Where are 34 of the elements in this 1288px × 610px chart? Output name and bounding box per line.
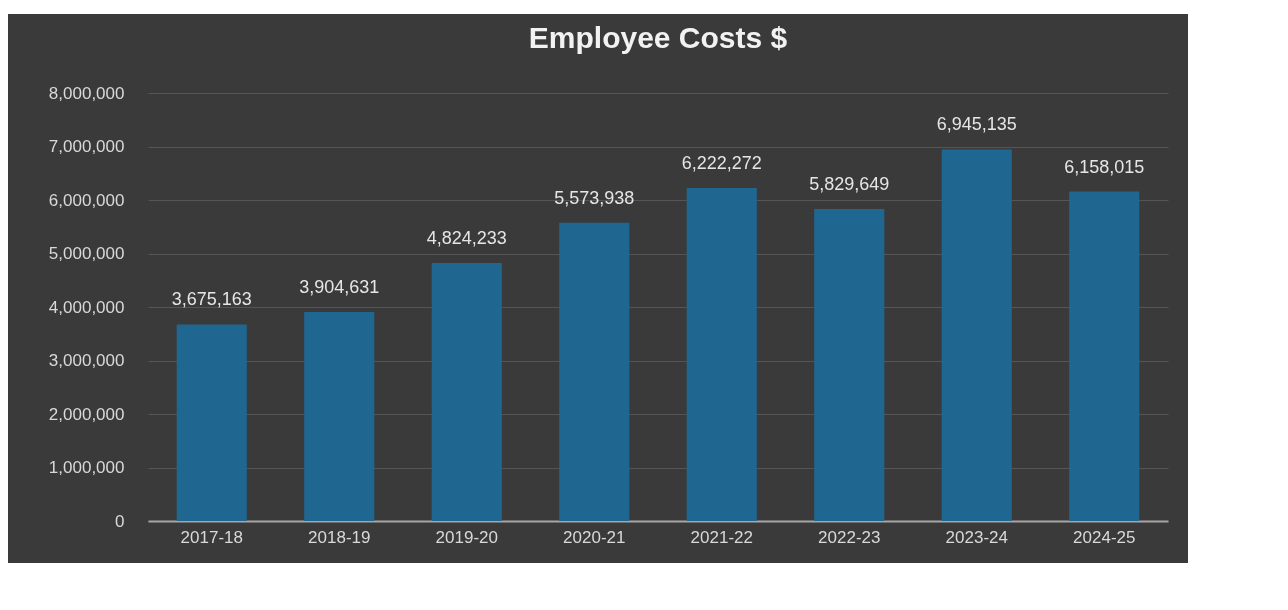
data-label: 5,573,938 — [554, 187, 635, 208]
bar — [814, 209, 885, 521]
y-tick-label: 6,000,000 — [48, 190, 125, 210]
x-tick-label: 2021-22 — [690, 527, 753, 547]
x-tick-label: 2024-25 — [1073, 527, 1136, 547]
chart-title: Employee Costs $ — [528, 21, 788, 54]
bar — [431, 262, 502, 521]
y-tick-label: 3,000,000 — [48, 351, 125, 370]
data-label: 6,158,015 — [1064, 156, 1145, 177]
data-label: 3,904,631 — [299, 277, 380, 298]
x-tick-label: 2018-19 — [308, 527, 371, 547]
data-label: 6,945,135 — [936, 114, 1017, 135]
bar — [176, 324, 247, 521]
y-tick-label: 7,000,000 — [48, 137, 125, 156]
data-label: 5,829,649 — [809, 174, 890, 195]
data-label: 4,824,233 — [426, 227, 507, 248]
y-tick-label: 2,000,000 — [48, 404, 125, 424]
data-label: 6,222,272 — [681, 153, 762, 174]
x-tick-label: 2023-24 — [945, 527, 1008, 547]
y-tick-label: 4,000,000 — [48, 297, 125, 317]
data-label: 3,675,163 — [171, 289, 252, 310]
x-tick-label: 2017-18 — [180, 527, 243, 547]
y-tick-label: 8,000,000 — [48, 83, 125, 103]
bar — [304, 312, 375, 521]
x-tick-label: 2022-23 — [818, 527, 881, 547]
y-tick-label: 0 — [115, 511, 125, 531]
x-tick-label: 2019-20 — [435, 527, 498, 547]
x-tick-label: 2020-21 — [563, 527, 626, 547]
y-tick-label: 5,000,000 — [48, 244, 125, 263]
bar — [686, 188, 757, 521]
bar — [941, 149, 1012, 521]
bar — [1069, 191, 1140, 521]
bar — [559, 222, 630, 521]
y-tick-label: 1,000,000 — [48, 458, 125, 477]
